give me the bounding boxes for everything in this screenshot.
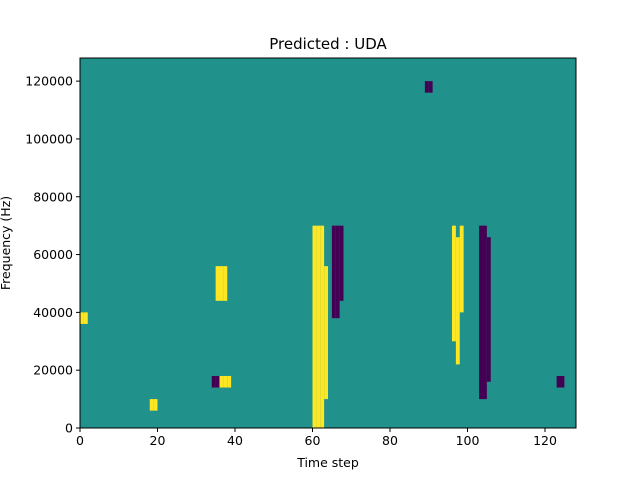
heatmap-cell-high xyxy=(455,237,460,365)
heatmap-cell-high xyxy=(320,225,325,428)
y-tick-label: 40000 xyxy=(33,305,73,320)
x-tick-label: 60 xyxy=(305,433,321,448)
heatmap-cell-high xyxy=(219,375,224,388)
heatmap-cell-high xyxy=(223,266,228,301)
heatmap-cell-high xyxy=(459,225,464,313)
heatmap-cell-low xyxy=(424,81,429,93)
x-tick-label: 80 xyxy=(382,433,398,448)
heatmap-cell-high xyxy=(149,399,154,411)
x-tick-label: 0 xyxy=(76,433,84,448)
heatmap-cell-high xyxy=(215,266,220,301)
heatmap-cell-low xyxy=(479,225,484,400)
heatmap-cell-high xyxy=(316,225,321,428)
heatmap-cell-high xyxy=(153,399,158,411)
x-tick-label: 100 xyxy=(456,433,480,448)
x-axis-label: Time step xyxy=(296,455,359,470)
y-tick-label: 80000 xyxy=(33,189,73,204)
x-axis: 0 20 40 60 80 100 120 xyxy=(76,428,557,448)
y-tick-label: 60000 xyxy=(33,247,73,262)
x-tick-label: 20 xyxy=(150,433,166,448)
heatmap-cell-high xyxy=(223,375,228,388)
heatmap-cell-high xyxy=(227,375,232,388)
heatmap-cell-low xyxy=(339,225,344,301)
heatmap-cell-high xyxy=(324,266,329,400)
heatmap-cell-low xyxy=(556,375,561,388)
plot-frame xyxy=(79,57,577,429)
heatmap-cell-low xyxy=(215,375,220,388)
heatmap-cell-high xyxy=(452,225,456,342)
chart-title: Predicted : UDA xyxy=(269,35,387,53)
y-tick-label: 20000 xyxy=(33,363,73,378)
heatmap-cell-high xyxy=(80,312,84,324)
heatmap-cell-high xyxy=(83,312,88,324)
heatmap-cell-low xyxy=(483,225,487,400)
y-axis: 0 20000 40000 60000 80000 100000 120000 xyxy=(25,74,80,436)
x-tick-label: 40 xyxy=(227,433,243,448)
heatmap-cell-high xyxy=(219,266,224,301)
heatmap-cell-low xyxy=(331,225,336,319)
y-axis-label: Frequency (Hz) xyxy=(0,196,13,290)
y-tick-label: 100000 xyxy=(25,131,73,146)
y-tick-label: 120000 xyxy=(25,74,73,89)
heatmap-cell-low xyxy=(486,237,491,382)
heatmap-cell-low xyxy=(428,81,433,93)
plot-area xyxy=(80,58,576,428)
heatmap-cell-high xyxy=(312,225,317,428)
heatmap-cell-low xyxy=(211,375,216,388)
x-tick-label: 120 xyxy=(533,433,557,448)
y-tick-label: 0 xyxy=(65,421,73,436)
heatmap-cell-low xyxy=(335,225,340,319)
heatmap-cell-low xyxy=(560,375,565,388)
